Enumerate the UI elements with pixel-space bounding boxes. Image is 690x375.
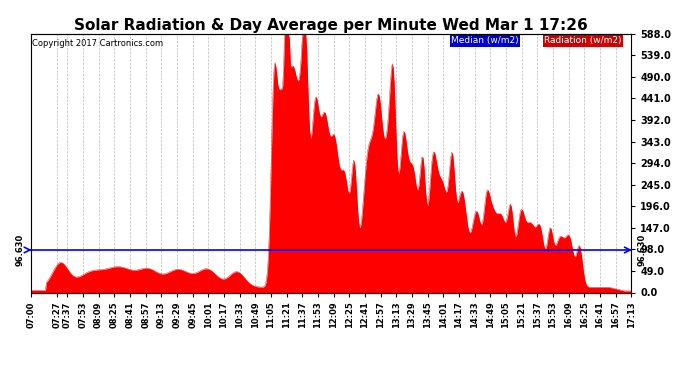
Title: Solar Radiation & Day Average per Minute Wed Mar 1 17:26: Solar Radiation & Day Average per Minute… [75, 18, 588, 33]
Text: 96.630: 96.630 [16, 234, 25, 266]
Text: Median (w/m2): Median (w/m2) [451, 36, 519, 45]
Text: Copyright 2017 Cartronics.com: Copyright 2017 Cartronics.com [32, 39, 164, 48]
Text: Radiation (w/m2): Radiation (w/m2) [544, 36, 622, 45]
Text: 96.630: 96.630 [638, 234, 647, 266]
